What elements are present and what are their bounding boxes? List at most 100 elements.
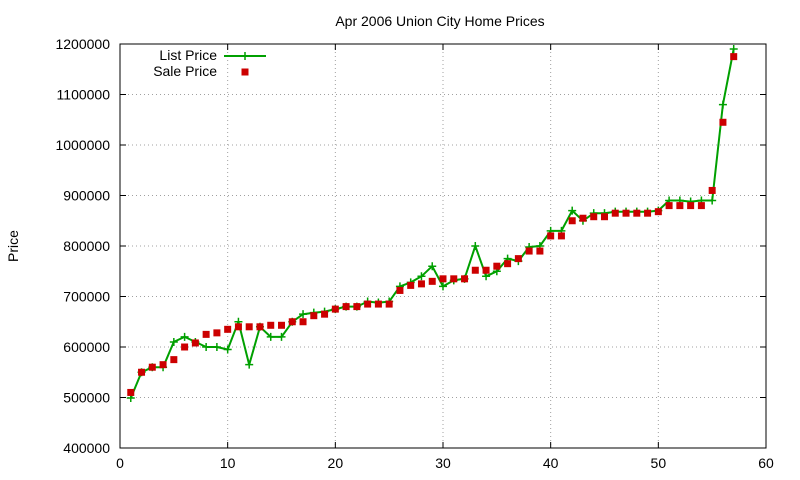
list-price-point: [180, 332, 189, 341]
sale-price-point: [321, 310, 329, 318]
list-price-point: [202, 343, 211, 351]
list-price-point: [169, 337, 178, 346]
sale-price-point: [547, 232, 555, 240]
sale-price-point: [719, 118, 727, 126]
x-tick-label: 40: [543, 455, 559, 471]
y-axis-label: Price: [5, 230, 21, 262]
series: [126, 45, 738, 403]
sale-price-point: [557, 232, 565, 240]
x-tick-label: 20: [328, 455, 344, 471]
sale-price-point: [654, 208, 662, 216]
sale-price-point: [601, 213, 608, 221]
chart-title: Apr 2006 Union City Home Prices: [335, 13, 544, 29]
sale-price-point: [493, 262, 501, 270]
sale-price-point: [159, 361, 167, 369]
y-tick-label: 700000: [63, 289, 110, 305]
sale-price-point: [353, 303, 361, 311]
sale-price-point: [342, 303, 350, 311]
y-tick-label: 800000: [63, 238, 110, 254]
sale-price-point: [676, 202, 684, 210]
sale-price-point: [224, 325, 232, 333]
y-tick-label: 1000000: [55, 137, 110, 153]
list-price-point: [439, 282, 447, 291]
x-tick-label: 10: [220, 455, 236, 471]
sale-price-point: [525, 247, 533, 255]
sale-price-point: [148, 363, 156, 371]
legend-label-sale-price: Sale Price: [153, 63, 217, 79]
sale-price-point: [611, 209, 619, 217]
sale-price-point: [299, 318, 307, 326]
grid: [120, 44, 766, 448]
sale-price-point: [568, 217, 576, 225]
sale-price-point: [191, 339, 199, 347]
list-price-point: [223, 345, 232, 354]
list-price-point: [212, 343, 221, 351]
x-tick-label: 50: [651, 455, 667, 471]
sale-price-point: [278, 321, 285, 329]
x-tick-label: 30: [435, 455, 451, 471]
list-price-point: [417, 272, 426, 281]
y-tick-label: 600000: [63, 339, 110, 355]
y-tick-label: 1200000: [55, 36, 110, 52]
sale-price-point: [504, 260, 512, 268]
legend-marker-list-price: [241, 52, 249, 60]
legend-marker-sale-price: [241, 68, 249, 76]
sale-price-point: [310, 312, 318, 320]
sale-price-point: [234, 323, 242, 331]
sale-price-point: [267, 321, 275, 329]
list-price-point: [708, 196, 717, 205]
sale-price-point: [687, 202, 695, 210]
sale-price-point: [536, 247, 544, 255]
sale-price-point: [579, 214, 587, 222]
list-price-point: [277, 332, 286, 341]
sale-price-point: [407, 281, 415, 289]
y-tick-label: 1100000: [57, 87, 111, 103]
sale-price-point: [417, 280, 425, 288]
sale-price-point: [633, 209, 641, 217]
sale-price-point: [138, 368, 146, 376]
y-tick-label: 400000: [63, 440, 110, 456]
sale-price-point: [665, 202, 673, 210]
y-tick-label: 500000: [63, 390, 110, 406]
list-price-point: [718, 100, 727, 109]
sale-price-point: [482, 266, 490, 274]
sale-price-point: [202, 330, 210, 338]
sale-price-point: [127, 388, 135, 396]
list-price-point: [729, 45, 738, 54]
sale-price-point: [439, 275, 447, 283]
sale-price-point: [461, 275, 469, 283]
list-price-point: [471, 242, 480, 250]
series-line-list-price: [129, 48, 735, 399]
sale-price-point: [450, 275, 458, 283]
legend-label-list-price: List Price: [159, 47, 217, 63]
sale-price-point: [288, 318, 296, 326]
list-price-point: [568, 206, 577, 215]
sale-price-point: [170, 356, 178, 364]
sale-price-point: [181, 343, 189, 351]
x-tick-label: 0: [116, 455, 124, 471]
list-price-point: [299, 310, 308, 319]
sale-price-point: [256, 323, 264, 331]
legend: List Price Sale Price: [153, 47, 266, 79]
sale-price-point: [708, 186, 716, 194]
sale-price-point: [396, 286, 404, 294]
sale-price-point: [213, 329, 221, 337]
sale-price-point: [245, 323, 253, 331]
sale-price-point: [590, 213, 598, 221]
sale-price-point: [364, 300, 372, 308]
y-tick-label: 900000: [63, 188, 110, 204]
sale-price-point: [428, 277, 436, 285]
sale-price-point: [471, 266, 479, 274]
list-price-point: [245, 360, 254, 369]
sale-price-point: [730, 53, 738, 61]
sale-price-point: [331, 305, 339, 313]
x-tick-label: 60: [758, 455, 774, 471]
sale-price-point: [385, 300, 393, 308]
list-price-point: [266, 332, 275, 341]
axis-ticks: 0 10 20 30 40 50 60 400000 500000 600000 700000 800…: [55, 36, 774, 471]
list-price-point: [428, 262, 437, 271]
sale-price-point: [622, 209, 630, 217]
sale-price-point: [644, 209, 652, 217]
sale-price-point: [374, 300, 382, 308]
